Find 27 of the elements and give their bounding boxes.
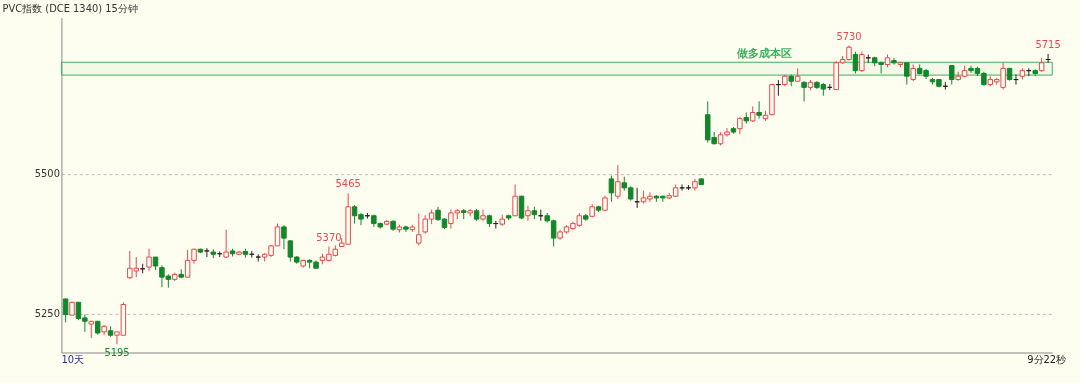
annotation: 5465 [335, 178, 361, 190]
annotation: 5715 [1035, 38, 1061, 50]
y-tick-label: 5500 [34, 168, 60, 180]
candlestick [146, 248, 152, 272]
candlestick [801, 80, 807, 102]
y-tick-label: 5250 [34, 307, 60, 319]
candlestick [904, 61, 910, 86]
candlestick [525, 205, 531, 222]
text: 9分22秒 [1027, 354, 1067, 366]
chart-title: PVC指数 (DCE 1340) 15分钟 [2, 2, 138, 14]
candlestick [949, 64, 955, 86]
annotation: 5195 [104, 347, 130, 359]
candlestick [62, 298, 69, 323]
band-label: 做多成本区 [736, 47, 793, 61]
candlestick [859, 51, 865, 73]
candlestick [512, 184, 518, 217]
candlestick [223, 229, 229, 259]
candlestick [852, 51, 859, 74]
candlestick [480, 209, 486, 222]
candlestick [281, 224, 287, 250]
candlestick [756, 100, 762, 120]
candlestick [615, 164, 621, 200]
candlestick [416, 213, 422, 246]
candlestick [608, 175, 615, 203]
annotation: 5370 [316, 231, 342, 243]
text: 10天 [61, 354, 85, 366]
annotation: 5730 [836, 30, 862, 42]
